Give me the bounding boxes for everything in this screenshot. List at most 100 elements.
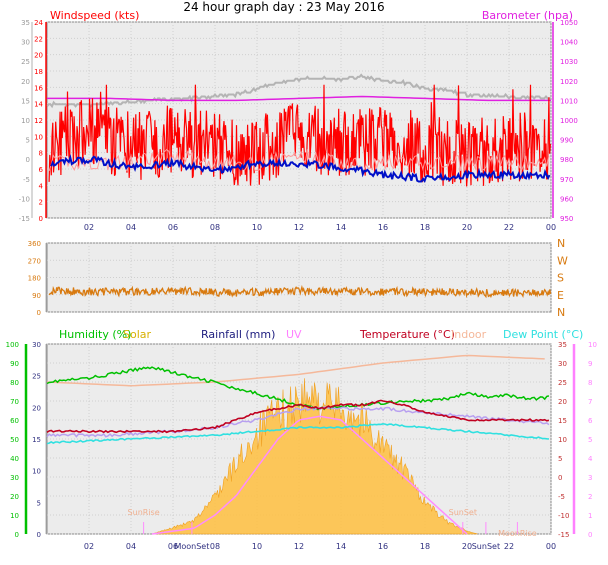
wind-x-tick-9: 20 xyxy=(462,223,472,232)
wind-x-tick-4: 10 xyxy=(252,223,262,232)
dewpoint-line xyxy=(46,422,549,445)
temperature-line xyxy=(46,399,550,434)
wind-tick-11: 2 xyxy=(39,199,43,207)
wind-tick-6: 12 xyxy=(34,117,43,125)
wind-tick-8: 8 xyxy=(39,150,43,158)
climate-x-tick-2: 06 xyxy=(168,542,178,551)
wind-tick-3: 18 xyxy=(34,68,43,76)
wind-tick-12: 0 xyxy=(39,215,43,223)
wind-x-tick-0: 02 xyxy=(84,223,94,232)
apparent-temp-line xyxy=(46,405,550,438)
barometer-tick-3: 1020 xyxy=(560,78,578,86)
climate-x-tick-3: 08 xyxy=(210,542,220,551)
temperature-tick-4: 15 xyxy=(558,417,567,425)
blue-series-line xyxy=(50,153,551,184)
humidity-tick-4: 60 xyxy=(10,417,19,425)
solar-area xyxy=(151,378,478,535)
uv-tick-10: 0 xyxy=(588,531,592,539)
temperature-tick-0: 35 xyxy=(558,341,567,349)
compass-label-2: S xyxy=(557,272,564,285)
uv-tick-1: 9 xyxy=(588,360,592,368)
barometer-tick-7: 980 xyxy=(560,156,573,164)
wind-tick-1: 22 xyxy=(34,35,43,43)
wind-average-line xyxy=(48,148,550,172)
uv-tick-7: 3 xyxy=(588,474,592,482)
legend-label-4: Temperature (°C) xyxy=(359,328,455,341)
wind-x-tick-8: 18 xyxy=(420,223,430,232)
wind-tick-0: 24 xyxy=(34,19,43,27)
uv-line xyxy=(151,415,468,535)
outer-left-tick-3: 20 xyxy=(21,78,30,86)
direction-line xyxy=(48,284,552,299)
uv-tick-2: 8 xyxy=(588,379,592,387)
uv-tick-8: 2 xyxy=(588,493,592,501)
temperature-tick-7: 0 xyxy=(558,474,562,482)
wind-tick-2: 20 xyxy=(34,52,43,60)
outer-left-tick-2: 25 xyxy=(21,58,30,66)
humidity-tick-2: 80 xyxy=(10,379,19,387)
annotation-label-0: SunRise xyxy=(128,508,160,517)
annotation-label-4: MoonRise xyxy=(498,529,537,538)
uv-tick-0: 10 xyxy=(588,341,597,349)
temperature-tick-1: 30 xyxy=(558,360,567,368)
barometer-tick-2: 1030 xyxy=(560,58,578,66)
legend-label-2: Rainfall (mm) xyxy=(201,328,275,341)
barometer-tick-10: 950 xyxy=(560,215,573,223)
humidity-tick-1: 90 xyxy=(10,360,19,368)
compass-label-1: W xyxy=(557,254,568,267)
temperature-tick-8: -5 xyxy=(558,493,565,501)
wind-x-tick-3: 08 xyxy=(210,223,220,232)
wind-x-tick-1: 04 xyxy=(126,223,136,232)
wind-x-tick-2: 06 xyxy=(168,223,178,232)
annotation-label-3: SunSet xyxy=(472,542,500,551)
barometer-tick-1: 1040 xyxy=(560,39,578,47)
compass-label-0: N xyxy=(557,237,565,250)
barometer-tick-0: 1050 xyxy=(560,19,578,27)
barometer-tick-5: 1000 xyxy=(560,117,578,125)
climate-x-tick-6: 14 xyxy=(336,542,346,551)
uv-tick-6: 4 xyxy=(588,455,593,463)
indoor-line xyxy=(46,354,545,387)
compass-label-3: E xyxy=(557,289,564,302)
temperature-tick-5: 10 xyxy=(558,436,567,444)
climate-x-tick-0: 02 xyxy=(84,542,94,551)
uv-tick-3: 7 xyxy=(588,398,592,406)
wind-tick-9: 6 xyxy=(39,166,44,174)
rain-tick-2: 20 xyxy=(32,404,41,412)
annotation-label-1: MoonSet xyxy=(174,542,209,551)
humidity-tick-8: 20 xyxy=(10,493,19,501)
climate-x-tick-4: 10 xyxy=(252,542,262,551)
rain-tick-1: 25 xyxy=(32,373,41,381)
humidity-tick-0: 100 xyxy=(6,341,19,349)
legend-label-0: Humidity (%) xyxy=(59,328,131,341)
rain-tick-3: 15 xyxy=(32,436,41,444)
barometer-gray-line xyxy=(46,73,551,109)
outer-left-tick-4: 15 xyxy=(21,97,30,105)
legend-label-3: UV xyxy=(286,328,302,341)
barometer-tick-6: 990 xyxy=(560,137,573,145)
barometer-axis-label: Barometer (hpa) xyxy=(482,9,573,22)
wind-tick-10: 4 xyxy=(39,182,44,190)
temperature-tick-2: 25 xyxy=(558,379,567,387)
barometer-tick-8: 970 xyxy=(560,176,573,184)
chart-title: 24 hour graph day : 23 May 2016 xyxy=(183,0,384,14)
legend-label-5: Indoor xyxy=(451,328,487,341)
wind-tick-7: 10 xyxy=(34,133,43,141)
wind-speed-line xyxy=(48,84,551,187)
legend-label-1: Solar xyxy=(123,328,152,341)
compass-label-4: N xyxy=(557,306,565,319)
outer-left-tick-10: -15 xyxy=(19,215,30,223)
wind-axis-label: Windspeed (kts) xyxy=(50,9,139,22)
humidity-tick-9: 10 xyxy=(10,512,19,520)
rain-tick-6: 0 xyxy=(37,531,41,539)
legend-label-6: Dew Point (°C) xyxy=(503,328,583,341)
rain-tick-4: 10 xyxy=(32,468,41,476)
wind-x-tick-10: 22 xyxy=(504,223,514,232)
climate-x-tick-11: 00 xyxy=(546,542,556,551)
outer-left-tick-8: -5 xyxy=(23,176,30,184)
barometer-tick-4: 1010 xyxy=(560,97,578,105)
wind-x-tick-6: 14 xyxy=(336,223,346,232)
climate-x-tick-7: 16 xyxy=(378,542,388,551)
temperature-tick-3: 20 xyxy=(558,398,567,406)
